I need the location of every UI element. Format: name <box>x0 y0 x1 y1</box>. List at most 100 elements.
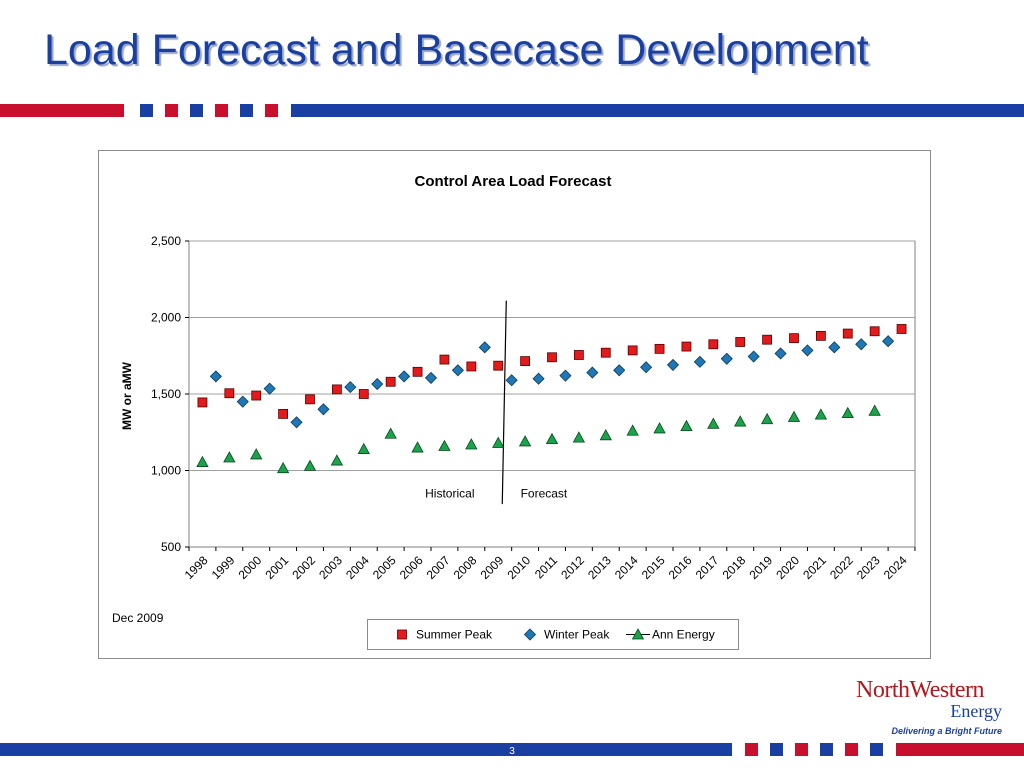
x-tick-label: 2004 <box>343 553 372 582</box>
data-point-triangle <box>680 419 693 432</box>
data-point-diamond <box>532 372 545 385</box>
data-point-square <box>224 388 235 399</box>
x-tick-label: 2022 <box>827 553 856 582</box>
x-tick-label: 2011 <box>532 553 560 581</box>
data-point-square <box>305 394 315 405</box>
data-point-diamond <box>236 395 249 408</box>
data-point-diamond <box>478 341 491 354</box>
data-point-diamond <box>801 344 814 357</box>
data-point-diamond <box>398 370 411 383</box>
data-point-diamond <box>505 374 518 387</box>
x-tick-label: 1999 <box>209 553 238 582</box>
data-point-square <box>278 408 289 419</box>
data-point-triangle <box>572 431 586 443</box>
bottom-decor-square <box>820 743 833 756</box>
x-tick-label: 2021 <box>800 553 829 582</box>
data-point-square <box>520 356 531 367</box>
legend-label: Ann Energy <box>652 628 715 642</box>
data-point-square <box>412 366 423 377</box>
data-point-triangle <box>223 451 236 463</box>
bottom-decor-square <box>745 743 758 756</box>
x-tick-label: 2013 <box>585 553 614 582</box>
bottom-red-bar-right <box>896 743 1024 756</box>
legend-canvas: Summer Peak Winter Peak Ann Energy <box>397 628 715 642</box>
data-point-triangle <box>626 424 639 436</box>
data-point-triangle <box>492 436 505 448</box>
data-point-square <box>815 330 826 341</box>
x-tick-label: 2002 <box>289 553 318 582</box>
data-point-diamond <box>371 377 384 391</box>
data-point-triangle <box>357 442 370 454</box>
data-point-diamond <box>855 338 868 351</box>
data-point-square <box>573 350 584 360</box>
x-tick-label: 2009 <box>478 553 507 582</box>
data-point-diamond <box>344 381 357 394</box>
top-decor-square <box>240 104 253 117</box>
data-point-triangle <box>599 428 612 441</box>
bottom-decor-square <box>845 743 858 756</box>
top-decor-square <box>140 104 153 117</box>
top-decor-square <box>190 104 203 117</box>
data-point-diamond <box>613 364 626 377</box>
company-logo: NorthWestern Energy Delivering a Bright … <box>856 678 1006 736</box>
data-point-triangle <box>787 410 801 422</box>
data-point-triangle <box>438 439 451 451</box>
data-point-square <box>493 360 504 371</box>
data-point-diamond <box>828 341 841 354</box>
historical-forecast-divider <box>501 300 507 505</box>
data-point-square <box>708 339 719 350</box>
data-point-triangle <box>384 427 397 439</box>
legend-marker-diamond <box>523 628 537 641</box>
x-tick-label: 2005 <box>370 553 399 582</box>
data-point-diamond <box>693 355 706 368</box>
data-point-square <box>331 384 342 395</box>
y-tick-label: 2,000 <box>151 311 181 325</box>
legend-marker-triangle <box>631 628 645 640</box>
data-point-triangle <box>868 404 881 416</box>
data-point-triangle <box>545 432 559 445</box>
chart-legend: Summer Peak Winter Peak Ann Energy <box>367 619 739 650</box>
data-point-diamond <box>317 403 330 416</box>
top-decor-square <box>215 104 228 117</box>
chart-annotation: Historical <box>425 486 474 500</box>
data-point-triangle <box>276 461 290 474</box>
data-point-triangle <box>303 459 317 471</box>
x-tick-label: 2019 <box>746 553 775 582</box>
logo-name: NorthWestern <box>856 677 985 703</box>
x-tick-label: 2012 <box>558 553 587 582</box>
data-point-diamond <box>666 358 680 371</box>
plot-area: 5001,0001,5002,0002,50019981999200020012… <box>151 234 916 582</box>
data-point-square <box>896 324 907 334</box>
data-point-triangle <box>330 454 344 466</box>
data-point-square <box>358 389 369 399</box>
x-tick-label: 2007 <box>424 553 453 582</box>
chart-annotation: Forecast <box>521 486 568 500</box>
data-point-square <box>547 352 557 363</box>
data-point-diamond <box>263 382 276 395</box>
x-tick-label: 2020 <box>773 553 802 582</box>
legend-label: Winter Peak <box>544 628 610 642</box>
data-point-square <box>251 390 262 401</box>
data-point-diamond <box>774 347 787 360</box>
data-point-square <box>654 343 665 354</box>
bottom-decor-square <box>770 743 783 756</box>
data-point-triangle <box>707 417 720 429</box>
x-tick-label: 2000 <box>236 553 265 582</box>
bottom-decor-square <box>870 743 883 756</box>
data-point-diamond <box>586 366 599 379</box>
legend-label: Summer Peak <box>416 628 493 642</box>
top-blue-bar-right <box>291 104 1024 117</box>
date-note: Dec 2009 <box>112 611 164 625</box>
y-tick-label: 1,000 <box>151 464 181 478</box>
data-point-triangle <box>465 438 478 450</box>
data-point-diamond <box>640 361 653 374</box>
chart-frame: Control Area Load Forecast MW or aMW 500… <box>98 150 931 659</box>
data-point-square <box>439 354 450 365</box>
data-point-square <box>869 326 880 337</box>
x-tick-label: 2016 <box>666 553 695 582</box>
y-tick-label: 1,500 <box>151 387 181 401</box>
x-tick-label: 2008 <box>451 553 480 582</box>
x-tick-label: 2014 <box>612 553 641 582</box>
x-tick-label: 2015 <box>639 553 668 582</box>
y-tick-label: 500 <box>161 540 181 554</box>
